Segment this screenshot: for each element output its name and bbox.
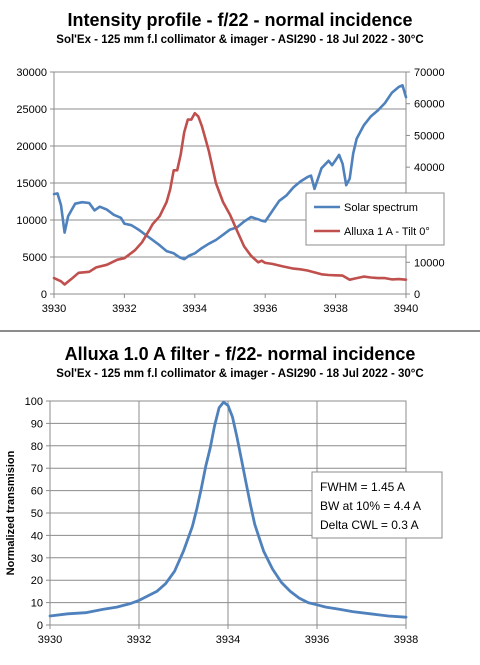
- chart1-y2-tick-label: 50000: [414, 130, 445, 142]
- chart1-y2-tick-label: 40000: [414, 162, 445, 174]
- chart2-annotation-line: Delta CWL = 0.3 A: [320, 518, 419, 532]
- chart2-y-axis-label: Normalized transmision: [5, 450, 17, 575]
- chart1-x-tick-label: 3938: [323, 303, 347, 315]
- chart1-x-tick-label: 3940: [394, 303, 418, 315]
- alluxa-filter-line: [52, 111, 408, 286]
- filter-transmission-line: [48, 400, 408, 619]
- filter-transmission-chart: 0 10 20 30 40 50 60 70 80 90 100 3930 3932 3934 3936 39…: [5, 396, 443, 646]
- chart1-y2-tick-label: 0: [414, 289, 420, 301]
- chart2-y-tick-label: 10: [31, 598, 43, 610]
- chart2-y-tick-label: 50: [31, 508, 43, 520]
- chart2-y-tick-label: 80: [31, 441, 43, 453]
- chart1-title: Intensity profile - f/22 - normal incide…: [67, 10, 413, 30]
- chart1-x-tick-label: 3934: [183, 303, 207, 315]
- chart2-y-tick-label: 60: [31, 486, 43, 498]
- chart2-y-tick-label: 100: [25, 396, 43, 408]
- chart2-y-tick-label: 20: [31, 575, 43, 587]
- chart2-x-tick-label: 3936: [305, 634, 329, 646]
- chart2-x-tick-label: 3934: [216, 634, 240, 646]
- chart2-y-tick-label: 0: [37, 620, 43, 632]
- chart1-y2-tick-label: 10000: [414, 257, 445, 269]
- panel-divider: [0, 330, 480, 332]
- chart2-y-tick-label: 90: [31, 418, 43, 430]
- chart2-y-tick-label: 70: [31, 463, 43, 475]
- chart2-title: Alluxa 1.0 A filter - f/22- normal incid…: [64, 344, 416, 364]
- chart1-y-tick-label: 25000: [16, 104, 47, 116]
- chart2-x-tick-label: 3938: [394, 634, 418, 646]
- chart1-y-tick-label: 10000: [16, 215, 47, 227]
- chart1-subtitle: Sol'Ex - 125 mm f.l collimator & imager …: [56, 34, 424, 46]
- chart1-x-tick-label: 3936: [253, 303, 277, 315]
- chart2-y-tick-label: 30: [31, 553, 43, 565]
- chart1-y-tick-label: 30000: [16, 67, 47, 79]
- chart2-y-tick-label: 40: [31, 530, 43, 542]
- chart1-y2-tick-label: 60000: [414, 99, 445, 111]
- chart2-annotation-line: BW at 10% = 4.4 A: [320, 499, 421, 513]
- intensity-profile-chart: 0500010000150002000025000300000100002000…: [16, 67, 445, 315]
- chart1-y-tick-label: 20000: [16, 141, 47, 153]
- chart1-y-tick-label: 5000: [23, 252, 47, 264]
- chart2-x-tick-label: 3930: [38, 634, 62, 646]
- legend-alluxa-label: Alluxa 1 A - Tilt 0°: [344, 226, 430, 238]
- chart1-y2-tick-label: 70000: [414, 67, 445, 79]
- filter-transmission-panel: Alluxa 1.0 A filter - f/22- normal incid…: [0, 332, 480, 665]
- chart2-annotation-line: FWHM = 1.45 A: [320, 480, 405, 494]
- chart1-y-tick-label: 15000: [16, 178, 47, 190]
- chart2-subtitle: Sol'Ex - 125 mm f.l collimator & imager …: [56, 368, 424, 380]
- chart1-x-tick-label: 3932: [112, 303, 136, 315]
- intensity-profile-panel: Intensity profile - f/22 - normal incide…: [0, 0, 480, 330]
- chart2-annotation-box: [311, 471, 443, 539]
- chart2-x-tick-label: 3932: [127, 634, 151, 646]
- chart1-legend: [305, 192, 445, 246]
- chart1-y-tick-label: 0: [41, 289, 47, 301]
- chart1-x-tick-label: 3930: [42, 303, 66, 315]
- legend-solar-label: Solar spectrum: [344, 202, 418, 214]
- solar-spectrum-line: [52, 84, 408, 261]
